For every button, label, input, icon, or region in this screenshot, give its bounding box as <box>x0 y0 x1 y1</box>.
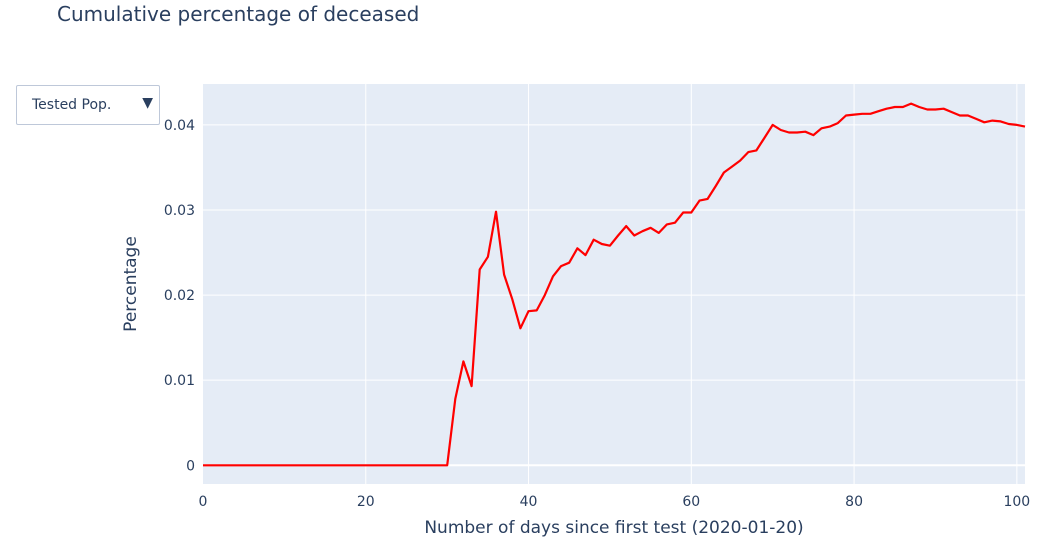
x-axis-ticks: 0 20 40 60 80 100 <box>199 494 1031 510</box>
x-axis-title: Number of days since first test (2020-01… <box>424 518 803 538</box>
y-tick-label: 0 <box>186 458 195 474</box>
chart-title: Cumulative percentage of deceased <box>57 2 420 26</box>
dropdown-selected-label: Tested Pop. <box>32 97 112 113</box>
y-axis-ticks: 0 0.01 0.02 0.03 0.04 <box>164 118 195 474</box>
y-tick-label: 0.03 <box>164 203 195 219</box>
x-tick-label: 60 <box>682 494 700 510</box>
y-axis-title: Percentage <box>121 236 141 332</box>
x-tick-label: 80 <box>845 494 863 510</box>
x-tick-label: 100 <box>1003 494 1030 510</box>
triangle-down-icon: ▼ <box>142 95 153 111</box>
population-dropdown[interactable]: Tested Pop. ▼ <box>16 85 160 125</box>
series-line <box>203 102 1026 467</box>
series-layer <box>203 102 1026 467</box>
y-tick-label: 0.04 <box>164 118 195 134</box>
grid-lines <box>203 84 1025 484</box>
x-tick-label: 0 <box>199 494 208 510</box>
y-tick-label: 0.01 <box>164 373 195 389</box>
x-tick-label: 40 <box>520 494 538 510</box>
plot-area <box>203 84 1025 484</box>
y-tick-label: 0.02 <box>164 288 195 304</box>
x-tick-label: 20 <box>357 494 375 510</box>
